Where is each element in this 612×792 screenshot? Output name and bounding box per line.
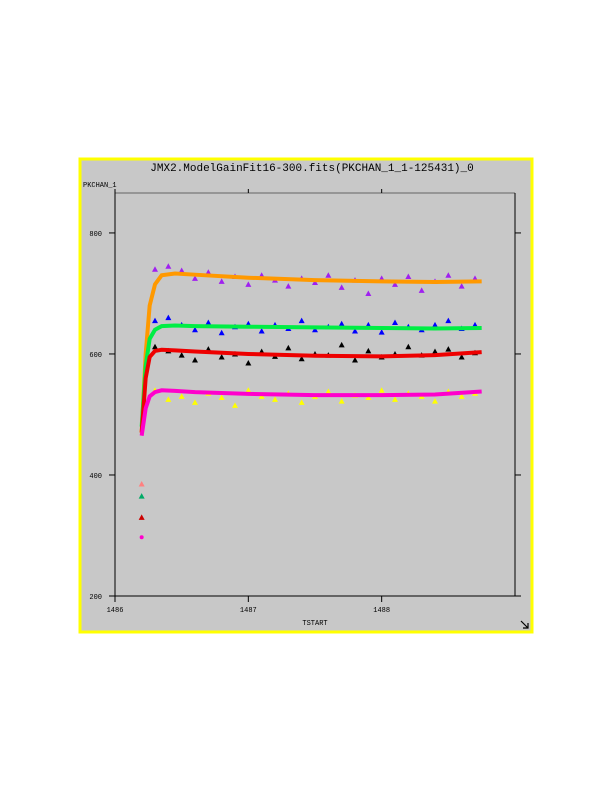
- point: [432, 398, 438, 404]
- resize-icon[interactable]: [519, 619, 530, 630]
- point: [298, 317, 305, 324]
- point: [458, 283, 465, 289]
- y-tick-label: 200: [89, 594, 102, 602]
- point: [458, 393, 465, 399]
- point: [152, 343, 158, 350]
- point: [392, 281, 398, 287]
- point: [365, 394, 372, 401]
- point: [445, 346, 452, 352]
- point: [392, 319, 398, 325]
- y-tick-label: 400: [89, 473, 102, 481]
- point: [432, 348, 438, 355]
- x-tick-label: 1488: [373, 607, 390, 615]
- fit-line: [139, 347, 482, 433]
- point: [178, 393, 185, 399]
- point: [138, 493, 145, 499]
- point: [192, 399, 198, 405]
- point: [192, 357, 198, 363]
- point: [312, 326, 318, 333]
- resize-arrow[interactable]: [520, 620, 529, 629]
- point: [445, 317, 452, 324]
- fit-line: [139, 271, 482, 433]
- point: [378, 387, 385, 393]
- point: [245, 387, 252, 393]
- point: [365, 290, 372, 296]
- point: [165, 396, 172, 402]
- point: [192, 275, 198, 281]
- point: [258, 327, 265, 334]
- point: [365, 347, 372, 354]
- point: [192, 326, 198, 333]
- point: [152, 266, 158, 272]
- point: [232, 402, 238, 408]
- point: [338, 284, 345, 290]
- y-tick-label: 800: [89, 231, 102, 239]
- point: [325, 388, 332, 394]
- x-tick-label: 1486: [107, 607, 124, 615]
- point: [405, 273, 412, 280]
- point: [352, 357, 358, 363]
- point: [405, 343, 412, 350]
- point: [338, 398, 345, 404]
- point: [445, 272, 452, 278]
- point: [218, 353, 225, 360]
- point: [418, 287, 425, 293]
- point: [218, 278, 225, 284]
- point: [325, 272, 332, 278]
- point: [432, 321, 438, 328]
- point: [338, 341, 345, 348]
- point: [458, 353, 465, 360]
- axis-frame: [114, 193, 516, 597]
- point: [178, 352, 185, 358]
- point: [272, 396, 278, 402]
- point: [205, 319, 212, 325]
- point: [165, 314, 172, 321]
- point: [245, 281, 252, 287]
- point: [285, 344, 292, 351]
- point: [138, 481, 145, 487]
- point: [338, 320, 345, 327]
- x-axis-label: TSTART: [302, 620, 327, 628]
- point: [312, 279, 318, 286]
- point: [245, 360, 252, 366]
- fit-line: [139, 388, 482, 436]
- fit-line: [139, 323, 482, 427]
- point: [298, 399, 305, 405]
- point: [138, 514, 145, 520]
- point: [378, 329, 385, 335]
- point: [352, 327, 358, 334]
- x-tick-label: 1487: [240, 607, 257, 615]
- chart-title: JMX2.ModelGainFit16-300.fits(PKCHAN_1_1-…: [150, 163, 473, 175]
- y-axis-label: PKCHAN_1: [83, 182, 117, 190]
- point: [298, 355, 305, 362]
- point: [139, 535, 144, 540]
- point: [218, 329, 225, 336]
- point: [218, 394, 225, 401]
- point: [165, 263, 172, 269]
- point: [152, 317, 158, 324]
- point: [285, 283, 292, 289]
- y-tick-label: 600: [89, 352, 102, 360]
- point: [392, 396, 398, 402]
- point: [178, 267, 185, 273]
